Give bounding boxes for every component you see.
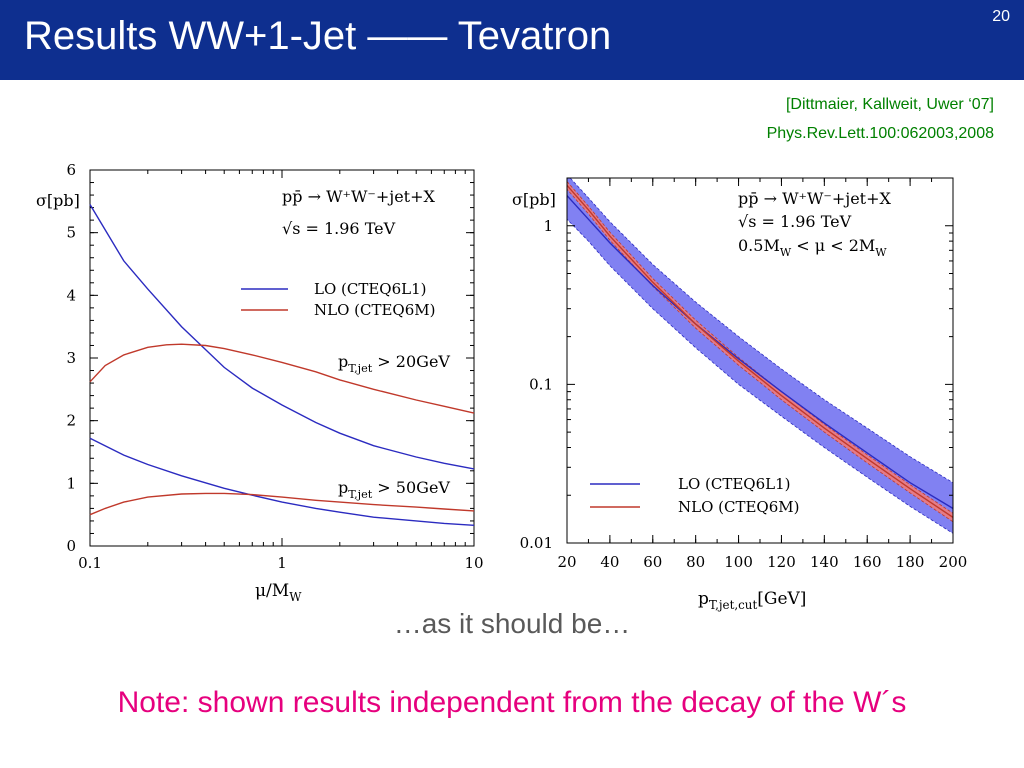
series-line-0 bbox=[567, 195, 953, 510]
y-tick-label: 0.01 bbox=[520, 534, 553, 552]
x-tick-label: 40 bbox=[600, 553, 619, 571]
series-line-3 bbox=[89, 492, 475, 516]
caption: …as it should be… bbox=[393, 608, 631, 639]
chart-pt-dependence: 20 40 60 80 100 120 140 160 180 200 0.01 0.1 1 σ[pb] p… bbox=[512, 177, 968, 612]
y-axis-label: σ[pb] bbox=[512, 190, 556, 209]
legend-label: NLO (CTEQ6M) bbox=[314, 301, 436, 319]
uncertainty-band-1 bbox=[567, 180, 953, 523]
x-tick-label: 120 bbox=[767, 553, 796, 571]
annotation-cut-20: pT,jet > 20GeV bbox=[338, 352, 450, 375]
x-tick-label: 140 bbox=[810, 553, 839, 571]
x-axis-label: pT,jet,cut[GeV] bbox=[698, 589, 806, 612]
process-label: pp̄ → W⁺W⁻+jet+X bbox=[282, 187, 436, 206]
x-tick-label: 0.1 bbox=[78, 554, 102, 572]
process-label: pp̄ → W⁺W⁻+jet+X bbox=[738, 189, 892, 208]
energy-label: √s = 1.96 TeV bbox=[282, 219, 396, 238]
x-tick-label: 160 bbox=[853, 553, 882, 571]
legend-label: LO (CTEQ6L1) bbox=[314, 280, 427, 298]
x-tick-label: 60 bbox=[643, 553, 662, 571]
uncertainty-band-0 bbox=[567, 178, 953, 534]
note: Note: shown results independent from the… bbox=[117, 686, 907, 719]
annotation-cut-50: pT,jet > 50GeV bbox=[338, 478, 450, 501]
chart-scale-dependence: 0.1 1 10 0 1 2 3 4 5 6 σ[pb] μ/MW pp̄ → W⁺W⁻+jet+X √s… bbox=[36, 161, 484, 604]
y-tick-label: 1 bbox=[66, 474, 76, 492]
y-tick-label: 3 bbox=[66, 349, 76, 367]
reference-authors: [Dittmaier, Kallweit, Uwer ‘07] bbox=[785, 96, 994, 113]
x-axis-label: μ/MW bbox=[255, 581, 302, 604]
x-tick-label: 10 bbox=[464, 554, 483, 572]
y-axis-label: σ[pb] bbox=[36, 191, 80, 210]
title-bar bbox=[0, 0, 1024, 80]
legend-label: NLO (CTEQ6M) bbox=[678, 498, 800, 516]
scale-range-label: 0.5MW < μ < 2MW bbox=[738, 236, 887, 259]
x-tick-label: 100 bbox=[724, 553, 753, 571]
plot-area bbox=[567, 178, 953, 534]
y-tick-label: 4 bbox=[66, 286, 76, 304]
x-tick-label: 20 bbox=[557, 553, 576, 571]
x-tick-label: 1 bbox=[277, 554, 287, 572]
y-tick-label: 0 bbox=[66, 537, 76, 555]
energy-label: √s = 1.96 TeV bbox=[738, 212, 852, 231]
y-tick-label: 1 bbox=[543, 217, 553, 235]
reference-journal: Phys.Rev.Lett.100:062003,2008 bbox=[766, 125, 994, 142]
slide-title: Results WW+1-Jet —— Tevatron bbox=[24, 14, 612, 58]
y-tick-label: 2 bbox=[66, 412, 76, 430]
series-line-1 bbox=[89, 343, 475, 414]
series-line-2 bbox=[89, 437, 475, 526]
series-line-0 bbox=[89, 204, 475, 470]
x-tick-label: 180 bbox=[896, 553, 925, 571]
series-line-1 bbox=[567, 184, 953, 518]
legend-label: LO (CTEQ6L1) bbox=[678, 475, 791, 493]
y-tick-label: 0.1 bbox=[529, 375, 553, 393]
page-number: 20 bbox=[992, 8, 1010, 25]
y-tick-label: 5 bbox=[66, 224, 76, 242]
y-tick-label: 6 bbox=[66, 161, 76, 179]
x-tick-label: 80 bbox=[686, 553, 705, 571]
x-tick-label: 200 bbox=[939, 553, 968, 571]
